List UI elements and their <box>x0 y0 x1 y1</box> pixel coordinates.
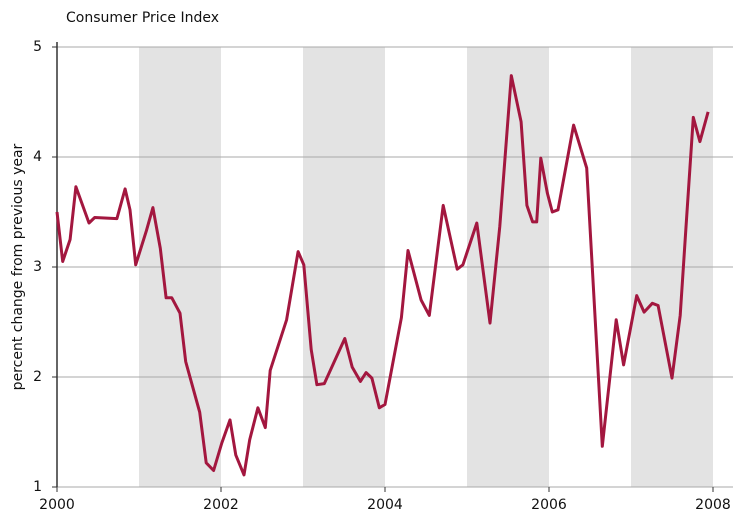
x-tick-label: 2000 <box>39 497 75 513</box>
y-tick-label: 5 <box>33 39 42 55</box>
x-tick-label: 2008 <box>695 497 731 513</box>
y-tick-label: 2 <box>33 369 42 385</box>
x-tick-label: 2006 <box>531 497 567 513</box>
y-tick-label: 3 <box>33 259 42 275</box>
x-tick-label: 2002 <box>203 497 239 513</box>
chart-title: Consumer Price Index <box>66 10 219 26</box>
series-line <box>55 74 710 477</box>
y-tick-label: 1 <box>33 479 42 495</box>
x-tick-label: 2004 <box>367 497 403 513</box>
y-axis-label: percent change from previous year <box>10 143 26 390</box>
y-tick-label: 4 <box>33 149 42 165</box>
